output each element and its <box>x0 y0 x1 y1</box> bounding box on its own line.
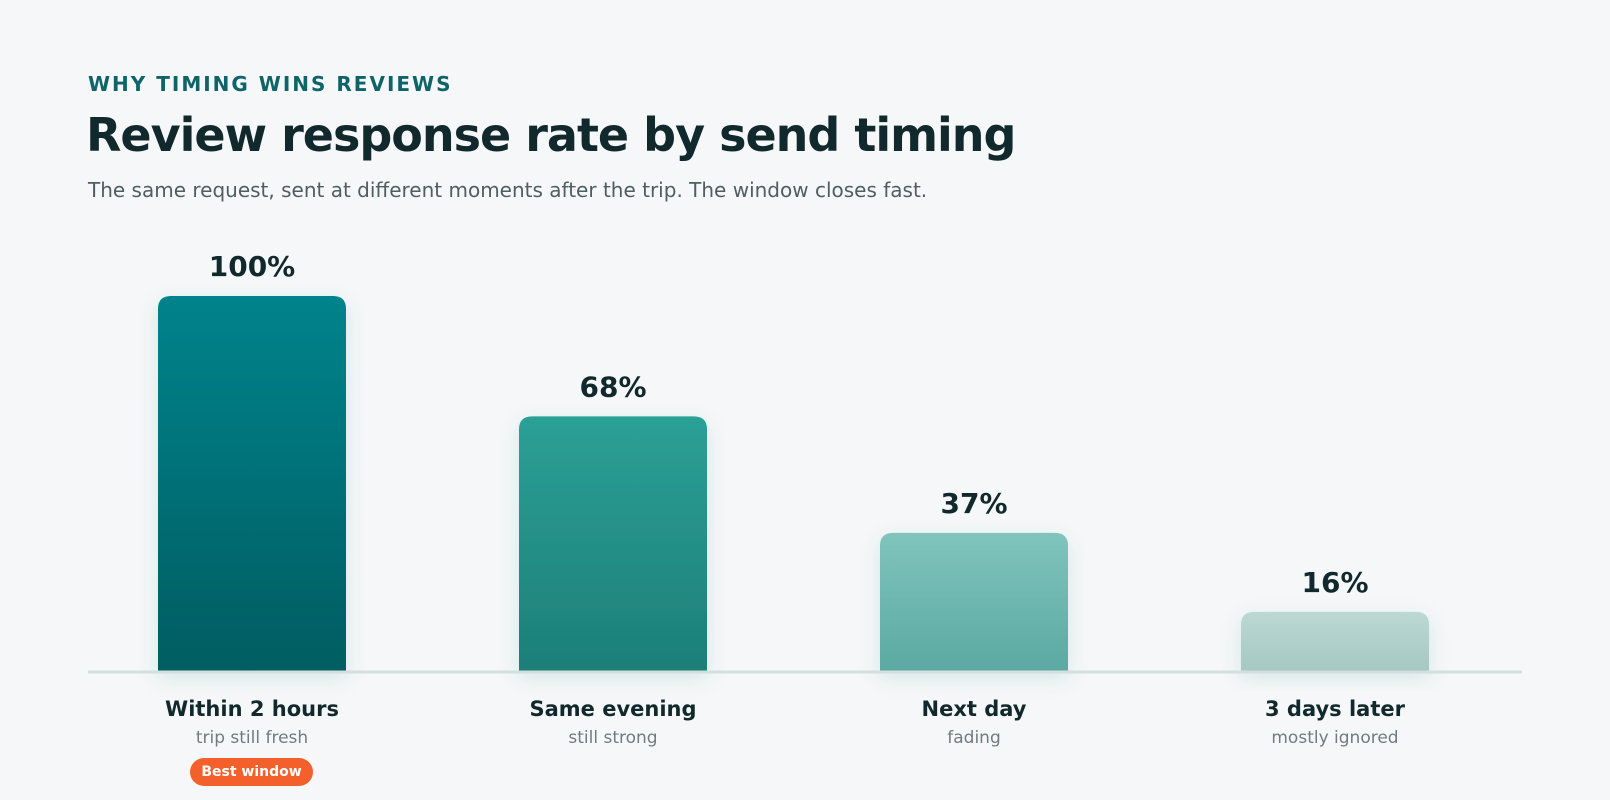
chart-subtitle: The same request, sent at different mome… <box>88 178 928 202</box>
chart-title: Review response rate by send timing <box>86 108 1016 162</box>
category-sublabel-3-days-later: mostly ignored <box>1271 728 1398 748</box>
bar-within-2-hours <box>158 296 346 672</box>
value-label-same-evening: 68% <box>579 370 646 403</box>
bar-same-evening <box>519 416 707 672</box>
best-window-badge: Best window <box>190 758 313 786</box>
value-label-next-day: 37% <box>940 487 1007 520</box>
bar-3-days-later <box>1241 611 1429 672</box>
value-label-within-2-hours: 100% <box>209 250 296 283</box>
category-label-within-2-hours: Within 2 hours <box>165 697 339 721</box>
category-sublabel-same-evening: still strong <box>568 728 657 748</box>
category-label-next-day: Next day <box>922 697 1027 721</box>
category-sublabel-within-2-hours: trip still fresh <box>196 728 308 748</box>
bar-next-day <box>880 532 1068 672</box>
category-label-3-days-later: 3 days later <box>1265 697 1406 721</box>
chart-eyebrow: WHY TIMING WINS REVIEWS <box>88 72 453 96</box>
category-sublabel-next-day: fading <box>947 728 1000 748</box>
category-label-same-evening: Same evening <box>529 697 696 721</box>
value-label-3-days-later: 16% <box>1301 566 1368 599</box>
